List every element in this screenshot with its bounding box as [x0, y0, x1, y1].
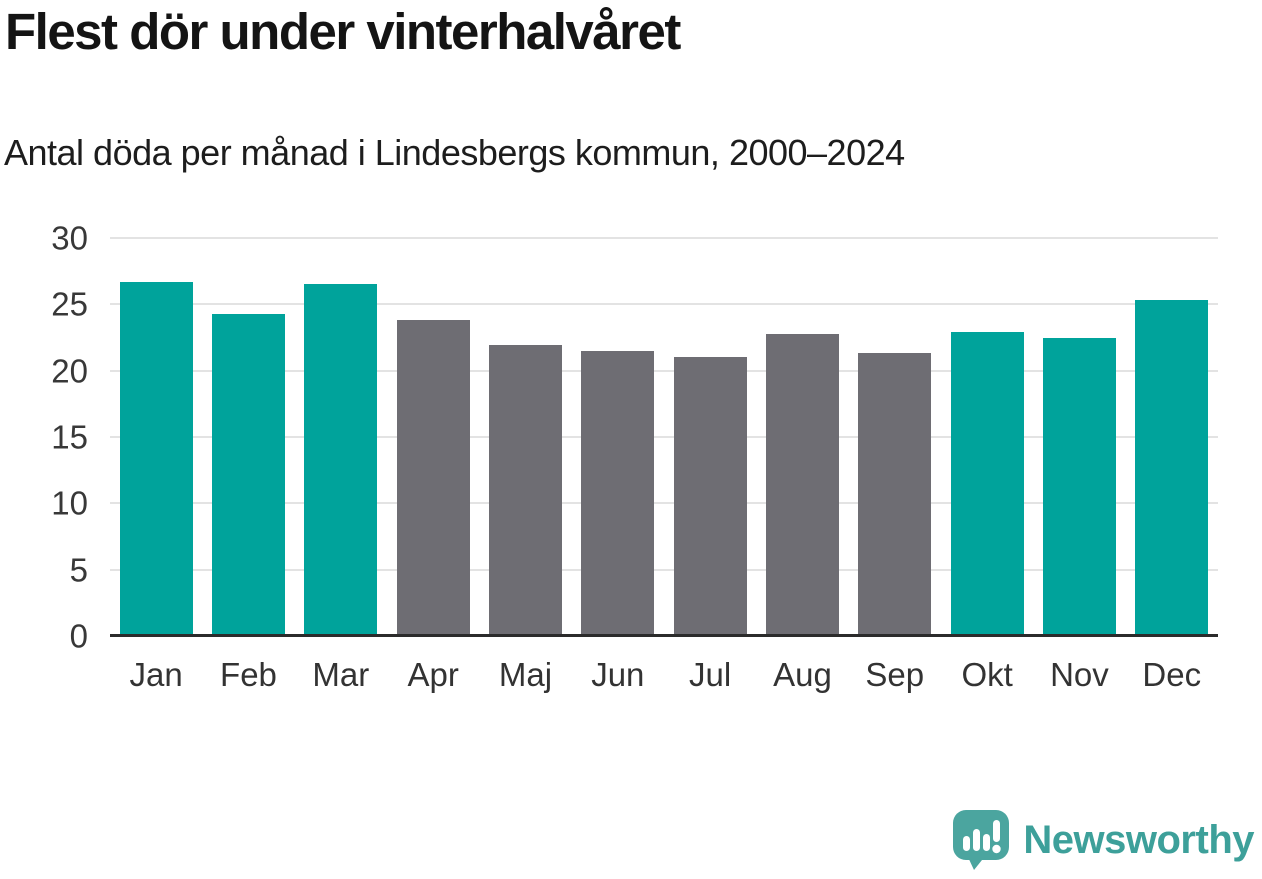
- gridline-10: [110, 502, 1218, 505]
- bar-slot-feb: [202, 238, 294, 636]
- bar-jun: [581, 350, 655, 636]
- x-axis-line: [110, 634, 1218, 637]
- gridline-15: [110, 436, 1218, 438]
- x-tick-label-jan: Jan: [129, 656, 183, 693]
- x-tick-label-sep: Sep: [865, 656, 925, 693]
- x-tick-label-aug: Aug: [773, 656, 832, 693]
- brand-footer: Newsworthy: [952, 809, 1254, 871]
- bar-apr: [396, 320, 470, 636]
- x-tick-label-maj: Maj: [498, 656, 553, 693]
- bar-mar: [304, 284, 378, 636]
- x-tick-label-mar: Mar: [312, 656, 370, 693]
- bar-slot-sep: [849, 238, 941, 636]
- bar-slot-maj: [479, 238, 571, 636]
- x-tick-label-feb: Feb: [220, 656, 277, 693]
- y-tick-label-25: 25: [51, 285, 88, 323]
- bar-jan: [119, 281, 193, 636]
- gridline-30: [110, 237, 1218, 239]
- gridline-20: [110, 369, 1218, 372]
- bar-slot-jan: [110, 238, 202, 636]
- bar-series: [110, 238, 1218, 636]
- y-tick-label-20: 20: [51, 352, 88, 390]
- bar-slot-aug: [756, 238, 848, 636]
- bar-sep: [858, 353, 932, 636]
- x-tick-label-okt: Okt: [961, 656, 1013, 693]
- y-tick-label-15: 15: [51, 418, 88, 456]
- bar-dec: [1135, 300, 1209, 636]
- chart-subtitle: Antal döda per månad i Lindesbergs kommu…: [4, 132, 905, 173]
- brand-name: Newsworthy: [1023, 817, 1254, 862]
- bar-slot-jul: [664, 238, 756, 636]
- newsworthy-logo-icon: [953, 810, 1010, 870]
- chart-title: Flest dör under vinterhalvåret: [5, 3, 681, 60]
- bar-slot-jun: [572, 238, 664, 636]
- bar-slot-dec: [1126, 238, 1218, 636]
- bar-slot-okt: [941, 238, 1033, 636]
- bar-nov: [1042, 337, 1116, 636]
- x-axis-tick-labels: Jan Feb Mar Apr Maj Jun Jul Aug Sep Okt Nov Dec: [110, 656, 1218, 694]
- bar-slot-apr: [387, 238, 479, 636]
- bar-slot-mar: [295, 238, 387, 636]
- bar-maj: [488, 345, 562, 636]
- y-tick-label-5: 5: [69, 551, 88, 589]
- plot-area: [110, 237, 1218, 637]
- bar-slot-nov: [1033, 238, 1125, 636]
- x-tick-label-nov: Nov: [1050, 656, 1109, 693]
- x-tick-label-jul: Jul: [689, 656, 732, 693]
- y-tick-label-30: 30: [51, 219, 88, 257]
- bar-aug: [765, 333, 839, 636]
- gridline-5: [110, 568, 1218, 571]
- x-tick-label-jun: Jun: [591, 656, 645, 693]
- bar-okt: [950, 332, 1024, 636]
- x-tick-label-apr: Apr: [407, 656, 459, 693]
- gridline-25: [110, 303, 1218, 306]
- x-tick-label-dec: Dec: [1142, 656, 1202, 693]
- bar-jul: [673, 357, 747, 636]
- y-tick-label-0: 0: [69, 617, 88, 655]
- bar-feb: [211, 313, 285, 636]
- y-axis-tick-labels: 0 5 10 15 20 25 30: [0, 222, 88, 653]
- y-tick-label-10: 10: [51, 484, 88, 522]
